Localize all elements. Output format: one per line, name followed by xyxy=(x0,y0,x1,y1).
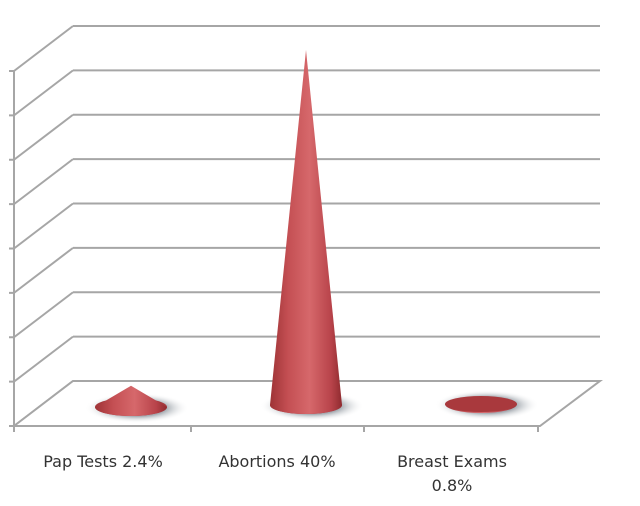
category-label: Breast Exams 0.8% xyxy=(362,450,542,498)
category-label: Pap Tests 2.4% xyxy=(13,450,193,474)
category-label-line: Pap Tests 2.4% xyxy=(43,452,163,471)
grid-lines xyxy=(9,25,600,431)
category-label: Abortions 40% xyxy=(187,450,367,474)
data-cones xyxy=(85,50,539,423)
category-label-line: Abortions 40% xyxy=(218,452,336,471)
category-label-line: Breast Exams xyxy=(397,452,507,471)
cone-2 xyxy=(435,390,539,420)
cone-1 xyxy=(260,50,364,421)
cone-0 xyxy=(85,385,189,423)
category-label-line: 0.8% xyxy=(431,476,473,495)
